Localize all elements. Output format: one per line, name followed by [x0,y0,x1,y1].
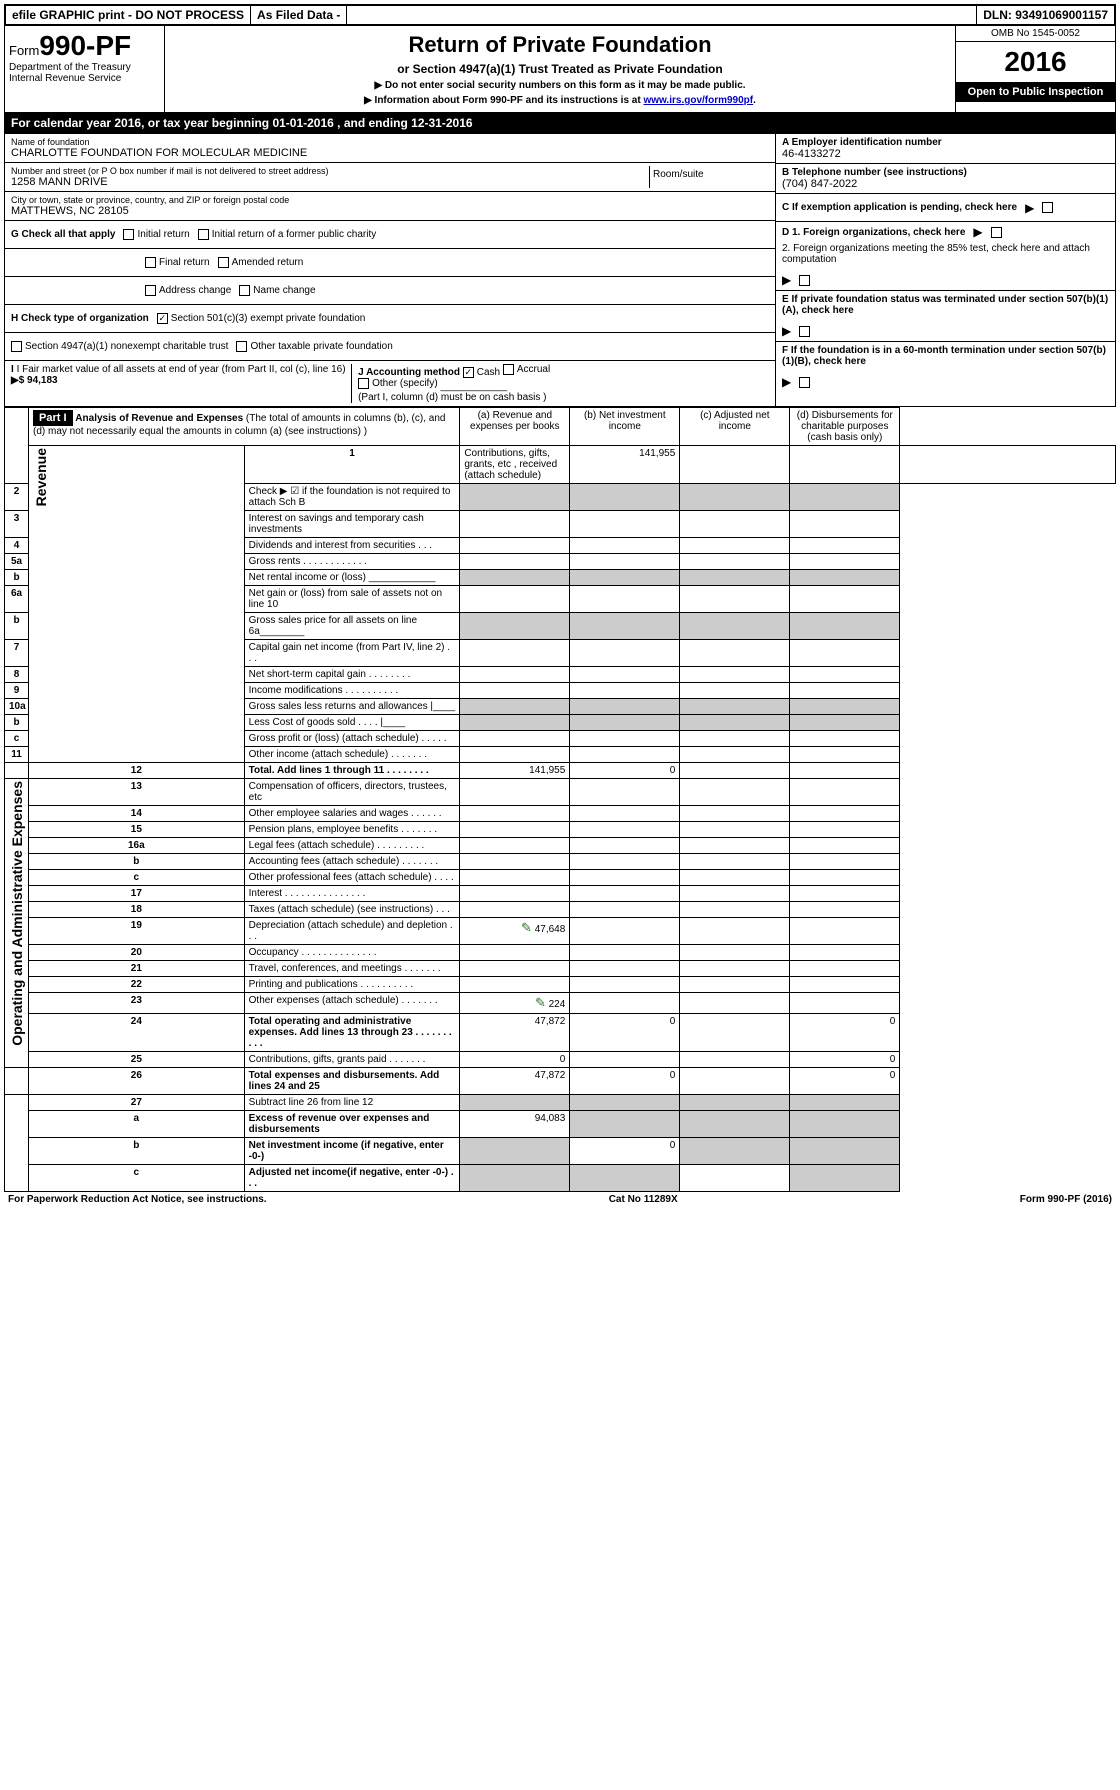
check-h-label: H Check type of organization [11,313,149,324]
row-27b: Net investment income (if negative, ente… [244,1138,460,1165]
dept-treasury: Department of the Treasury [9,62,160,73]
irs-label: Internal Revenue Service [9,73,160,84]
phone-value: (704) 847-2022 [782,178,1109,190]
chk-d2[interactable] [799,275,810,286]
tax-year: 2016 [956,42,1115,82]
chk-other-taxable[interactable]: Other taxable private foundation [236,341,392,352]
row-12-total: Total. Add lines 1 through 11 . . . . . … [244,763,460,779]
form-footer-id: Form 990-PF (2016) [1020,1194,1112,1205]
chk-c[interactable] [1042,202,1053,213]
chk-final-return[interactable]: Final return [145,257,210,268]
chk-501c3[interactable]: ✓Section 501(c)(3) exempt private founda… [157,313,366,324]
expenses-side-label: Operating and Administrative Expenses [9,781,25,1046]
chk-f[interactable] [799,377,810,388]
revenue-side-label: Revenue [33,448,49,506]
col-b-header: (b) Net investment income [570,408,680,446]
chk-initial-return[interactable]: Initial return [123,229,189,240]
efile-notice: efile GRAPHIC print - DO NOT PROCESS [6,6,251,24]
room-suite: Room/suite [649,166,769,188]
chk-accrual[interactable]: Accrual [503,364,550,375]
c-label: C If exemption application is pending, c… [782,202,1017,213]
cat-number: Cat No 11289X [609,1194,678,1205]
chk-4947[interactable]: Section 4947(a)(1) nonexempt charitable … [11,341,228,352]
name-label: Name of foundation [11,137,769,147]
i-label: I [11,364,14,375]
row-27c: Adjusted net income(if negative, enter -… [244,1165,460,1192]
entity-info: Name of foundation CHARLOTTE FOUNDATION … [4,134,1116,407]
topbar: efile GRAPHIC print - DO NOT PROCESS As … [4,4,1116,26]
calendar-year-row: For calendar year 2016, or tax year begi… [4,113,1116,134]
col-a-header: (a) Revenue and expenses per books [460,408,570,446]
attach-icon[interactable]: ✎ [535,995,546,1010]
chk-e[interactable] [799,326,810,337]
chk-address-change[interactable]: Address change [145,285,231,296]
f-label: F If the foundation is in a 60-month ter… [782,345,1109,367]
info-note-pre: ▶ Information about Form 990-PF and its … [364,95,643,106]
row-2-desc: Check ▶ ☑ if the foundation is not requi… [244,484,460,511]
paperwork-notice: For Paperwork Reduction Act Notice, see … [8,1194,267,1205]
dln: DLN: 93491069001157 [977,6,1114,24]
irs-link[interactable]: www.irs.gov/form990pf [643,95,753,106]
col-d-header: (d) Disbursements for charitable purpose… [790,408,900,446]
ssn-warning: ▶ Do not enter social security numbers o… [171,80,949,91]
d1-label: D 1. Foreign organizations, check here [782,227,965,238]
part1-tag: Part I [33,410,73,426]
omb-number: OMB No 1545-0052 [956,26,1115,42]
chk-cash[interactable]: ✓Cash [463,367,500,378]
addr-label: Number and street (or P O box number if … [11,166,649,176]
foundation-city: MATTHEWS, NC 28105 [11,205,769,217]
d2-label: 2. Foreign organizations meeting the 85%… [782,243,1109,265]
foundation-address: 1258 MANN DRIVE [11,176,649,188]
city-label: City or town, state or province, country… [11,195,769,205]
row-27a: Excess of revenue over expenses and disb… [244,1111,460,1138]
chk-name-change[interactable]: Name change [239,285,315,296]
chk-amended[interactable]: Amended return [218,257,304,268]
part1-table: Part I Analysis of Revenue and Expenses … [4,407,1116,1192]
col-c-header: (c) Adjusted net income [680,408,790,446]
row-1-a: 141,955 [570,446,680,484]
chk-initial-former[interactable]: Initial return of a former public charit… [198,229,377,240]
form-number: 990-PF [39,30,131,61]
check-g-label: G Check all that apply [11,229,115,240]
foundation-name: CHARLOTTE FOUNDATION FOR MOLECULAR MEDIC… [11,147,769,159]
phone-label: B Telephone number (see instructions) [782,167,1109,178]
form-prefix: Form [9,43,39,58]
j-note: (Part I, column (d) must be on cash basi… [358,392,546,403]
form-header: Form990-PF Department of the Treasury In… [4,26,1116,113]
attach-icon[interactable]: ✎ [521,920,532,935]
ein-value: 46-4133272 [782,148,1109,160]
asfiled: As Filed Data - [251,6,347,24]
ein-label: A Employer identification number [782,137,1109,148]
page-footer: For Paperwork Reduction Act Notice, see … [4,1192,1116,1207]
form-subtitle: or Section 4947(a)(1) Trust Treated as P… [171,62,949,76]
row-1-desc: Contributions, gifts, grants, etc , rece… [460,446,570,484]
j-label: J Accounting method [358,367,460,378]
chk-d1[interactable] [991,227,1002,238]
open-public: Open to Public Inspection [956,82,1115,102]
e-label: E If private foundation status was termi… [782,294,1109,316]
form-title: Return of Private Foundation [171,32,949,58]
part1-title: Analysis of Revenue and Expenses [75,413,243,424]
row-26-total: Total expenses and disbursements. Add li… [244,1068,460,1095]
row-24-total: Total operating and administrative expen… [244,1014,460,1052]
fmv-value: ▶$ 94,183 [11,375,58,386]
chk-other-method[interactable]: Other (specify) [358,378,438,389]
